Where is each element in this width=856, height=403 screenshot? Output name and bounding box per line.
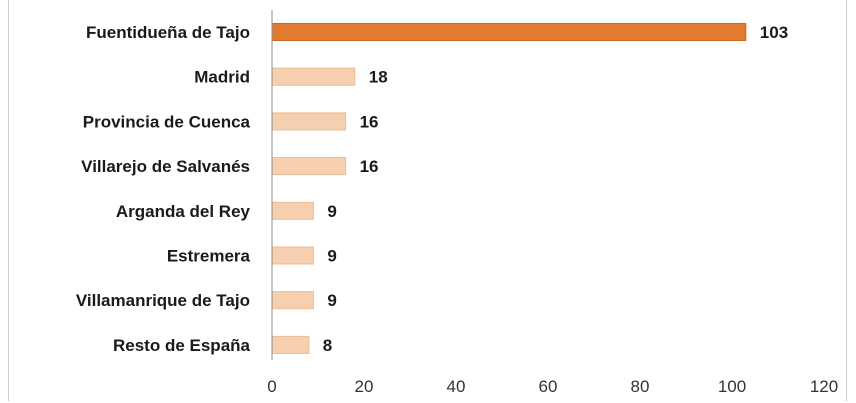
category-labels: Fuentidueña de Tajo Madrid Provincia de Cu… xyxy=(76,23,251,355)
category-label: Arganda del Rey xyxy=(116,202,251,221)
data-label: 16 xyxy=(360,112,379,131)
bar xyxy=(271,157,347,176)
bar xyxy=(271,201,314,220)
x-tick-label: 20 xyxy=(355,377,374,396)
x-tick-label: 120 xyxy=(810,377,838,396)
value-labels: 103 18 16 16 9 9 9 8 xyxy=(323,23,788,355)
category-label: Resto de España xyxy=(113,336,251,355)
bar xyxy=(271,335,310,354)
x-tick-label: 60 xyxy=(539,377,558,396)
bar xyxy=(271,67,356,86)
x-tick-label: 0 xyxy=(267,377,276,396)
bars xyxy=(271,23,747,354)
chart-frame xyxy=(8,0,847,401)
x-tick-label: 80 xyxy=(631,377,650,396)
data-label: 8 xyxy=(323,336,332,355)
data-label: 103 xyxy=(760,23,788,42)
x-axis-ticks: 0 20 40 60 80 100 120 xyxy=(267,377,838,396)
x-tick-label: 40 xyxy=(447,377,466,396)
bar xyxy=(271,291,314,310)
data-label: 9 xyxy=(327,202,336,221)
category-label: Villamanrique de Tajo xyxy=(76,291,250,310)
category-label: Madrid xyxy=(194,68,250,87)
data-label: 9 xyxy=(327,247,336,266)
category-label: Villarejo de Salvanés xyxy=(81,157,250,176)
category-label: Provincia de Cuenca xyxy=(83,112,251,131)
bar xyxy=(271,112,347,131)
bar xyxy=(271,23,747,41)
data-label: 9 xyxy=(327,291,336,310)
data-label: 18 xyxy=(369,68,388,87)
category-label: Estremera xyxy=(167,247,251,266)
bar xyxy=(271,246,314,265)
x-tick-label: 100 xyxy=(718,377,746,396)
data-label: 16 xyxy=(360,157,379,176)
category-label: Fuentidueña de Tajo xyxy=(86,23,250,42)
